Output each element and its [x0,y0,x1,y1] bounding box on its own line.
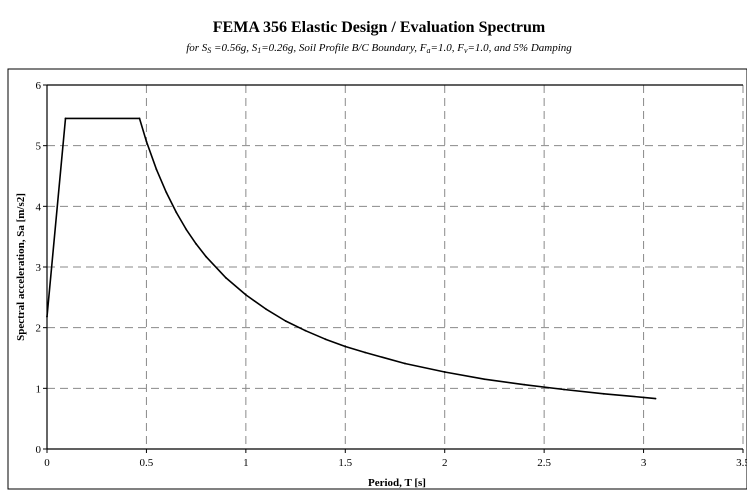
spectrum-point [46,315,48,318]
y-tick-label: 2 [36,323,42,335]
spectrum-point [225,277,227,279]
spectrum-point [284,320,287,322]
y-tick-label: 5 [36,141,42,153]
x-axis-ticks: 0 0.5 1 1.5 2 2.5 3 3.5 [44,449,747,469]
spectrum-point [483,378,486,381]
spectrum-point [244,294,247,296]
spectrum-point [145,140,148,143]
spectrum-point [523,383,526,386]
spectrum-point [404,362,406,365]
chart-frame [7,68,747,490]
y-tick-label: 0 [36,444,42,456]
y-tick-label: 3 [36,262,42,274]
spectrum-point [344,345,347,348]
x-tick-label: 3 [641,457,647,469]
x-tick-label: 3.5 [736,457,747,469]
spectrum-point [563,388,565,391]
x-axis-label: Period, T [s] [368,477,426,489]
spectrum-point [165,191,168,194]
spectrum-point [364,351,367,354]
x-tick-label: 0 [44,457,50,469]
y-tick-label: 1 [36,383,42,395]
spectrum-point [602,392,605,395]
gridlines [47,84,744,449]
x-tick-label: 1 [243,457,249,469]
chart-title: FEMA 356 Elastic Design / Evaluation Spe… [213,19,546,36]
spectrum-point [443,371,446,373]
y-tick-label: 6 [36,80,42,92]
spectrum-point [175,211,178,214]
spectrum-point [185,228,188,231]
spectrum-point [64,117,67,120]
spectrum-point [654,397,657,400]
x-tick-label: 1.5 [338,457,352,469]
spectrum-point [324,338,327,341]
spectrum-point [155,168,158,171]
y-axis-label: Spectral acceleration, Sa [m/s2] [15,193,27,341]
x-tick-label: 2.5 [537,457,551,469]
y-tick-label: 4 [36,201,42,213]
chart-subtitle: for SS =0.56g, S1=0.26g, Soil Profile B/… [186,42,572,55]
spectrum-point [195,243,198,245]
spectrum-point [205,255,207,258]
x-tick-label: 0.5 [140,457,154,469]
spectrum-point [138,117,141,120]
spectrum-point [642,396,645,399]
y-axis-ticks: 0 1 2 3 4 5 6 [36,80,47,456]
x-tick-label: 2 [442,457,448,469]
spectrum-line [46,117,656,400]
spectrum-point [264,307,267,310]
spectrum-point [304,329,307,332]
series-layer [46,117,657,400]
